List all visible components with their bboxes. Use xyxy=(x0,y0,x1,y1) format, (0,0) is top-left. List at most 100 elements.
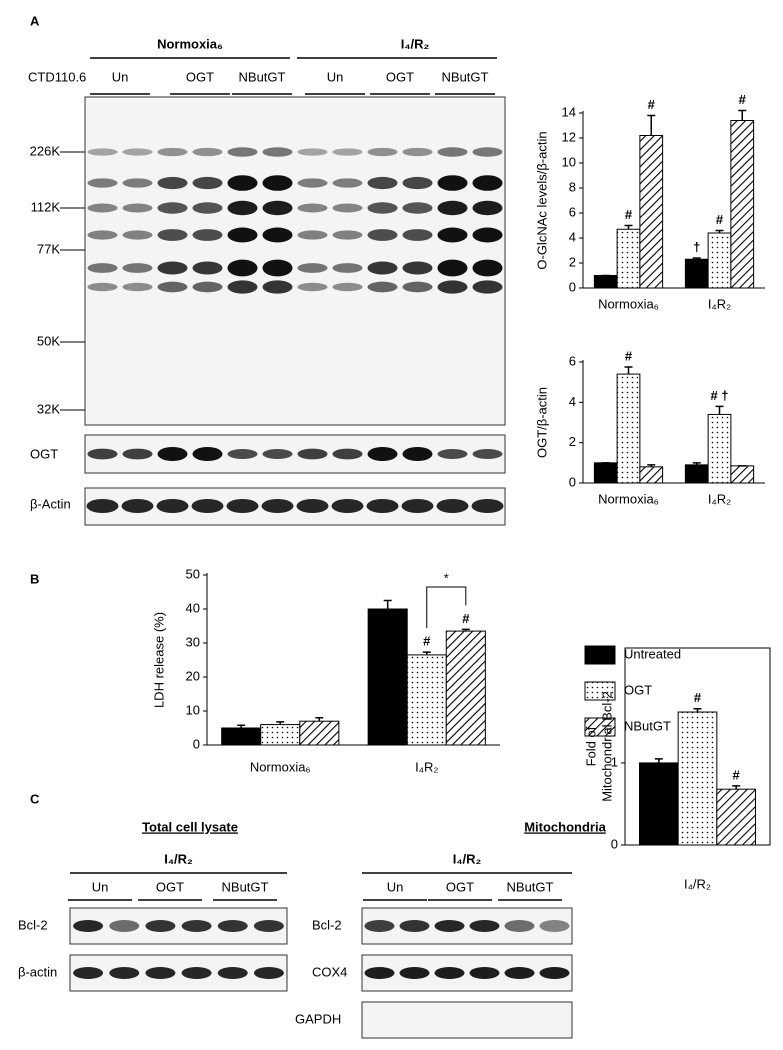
band xyxy=(192,447,223,461)
band xyxy=(366,499,399,513)
band xyxy=(297,203,328,213)
band xyxy=(402,147,433,157)
band xyxy=(367,229,398,241)
panel-label: C xyxy=(30,791,40,806)
band xyxy=(472,200,503,216)
band xyxy=(402,176,433,190)
bar xyxy=(406,654,447,746)
error-bar xyxy=(647,464,656,467)
y-tick-label: 10 xyxy=(186,702,200,717)
x-tick-label: I₄R₂ xyxy=(415,759,438,774)
y-tick-label: 10 xyxy=(562,154,576,169)
band xyxy=(227,227,258,243)
band xyxy=(122,263,153,273)
band xyxy=(472,449,503,459)
band xyxy=(297,448,328,460)
mw-label: 77K xyxy=(37,241,60,256)
band xyxy=(436,499,469,513)
x-tick-label: I₄/R₂ xyxy=(684,876,711,891)
band xyxy=(192,202,223,214)
band xyxy=(332,448,363,460)
blot xyxy=(69,907,288,945)
mw-label: 32K xyxy=(37,401,60,416)
band xyxy=(253,967,284,979)
band xyxy=(262,147,293,157)
band xyxy=(472,175,503,191)
band xyxy=(437,280,468,294)
band xyxy=(192,281,223,293)
band xyxy=(332,230,363,240)
lane-label: NButGT xyxy=(507,879,554,894)
band xyxy=(364,920,395,932)
blot xyxy=(84,96,506,426)
band xyxy=(87,263,118,273)
band xyxy=(192,147,223,157)
panel-label: B xyxy=(30,571,39,586)
band xyxy=(504,920,535,932)
error-bar xyxy=(624,366,633,375)
group-label: I₄/R₂ xyxy=(164,851,193,866)
lane-label: OGT xyxy=(186,69,214,84)
band xyxy=(332,148,363,156)
band xyxy=(399,920,430,932)
bar xyxy=(639,466,664,484)
band xyxy=(109,967,140,979)
band xyxy=(227,280,258,294)
band xyxy=(181,967,212,979)
y-tick-label: 0 xyxy=(569,279,576,294)
error-bar xyxy=(315,717,324,722)
error-bar xyxy=(237,724,246,728)
bar xyxy=(593,275,618,289)
group-label: I₄/R₂ xyxy=(453,851,482,866)
y-tick-label: 40 xyxy=(186,600,200,615)
y-tick-label: 4 xyxy=(569,229,576,244)
y-axis-label: OGT/β-actin xyxy=(534,387,549,458)
band xyxy=(227,175,258,191)
band xyxy=(297,178,328,188)
error-bar xyxy=(738,109,747,121)
band xyxy=(402,281,433,293)
bar xyxy=(707,232,732,289)
y-tick-label: 0 xyxy=(611,836,618,851)
y-tick-label: 14 xyxy=(562,104,576,119)
band xyxy=(472,280,503,294)
lane-label: OGT xyxy=(446,879,474,894)
x-tick-label: Normoxia₆ xyxy=(598,491,659,506)
band xyxy=(87,282,118,292)
row-label: COX4 xyxy=(312,964,347,979)
band xyxy=(156,499,189,513)
legend-swatch xyxy=(584,717,616,737)
band xyxy=(402,202,433,214)
bracket xyxy=(426,586,467,629)
bar xyxy=(445,630,486,746)
band xyxy=(437,175,468,191)
bar xyxy=(684,258,709,289)
band xyxy=(87,448,118,460)
y-tick-label: 0 xyxy=(569,474,576,489)
bar xyxy=(707,413,732,484)
band xyxy=(297,148,328,156)
row-label: β-Actin xyxy=(30,496,71,511)
lane-label: OGT xyxy=(156,879,184,894)
band xyxy=(192,229,223,241)
blot-title: Mitochondria xyxy=(524,819,606,834)
y-axis-label: Mitochondrial Bcl-2 xyxy=(599,691,614,802)
significance-mark: # † xyxy=(710,388,728,403)
band xyxy=(367,202,398,214)
band xyxy=(157,147,188,157)
significance-mark: # xyxy=(716,212,724,227)
band xyxy=(157,229,188,241)
lane-label: Un xyxy=(92,879,109,894)
significance-mark: # xyxy=(648,97,656,112)
lane-label: Un xyxy=(327,69,344,84)
band xyxy=(121,499,154,513)
band xyxy=(227,147,258,157)
band xyxy=(469,920,500,932)
blot xyxy=(84,487,506,526)
band xyxy=(181,920,212,932)
blot xyxy=(361,907,573,945)
lane-label: Un xyxy=(387,879,404,894)
band xyxy=(402,447,433,461)
y-tick-label: 6 xyxy=(569,204,576,219)
band xyxy=(262,227,293,243)
